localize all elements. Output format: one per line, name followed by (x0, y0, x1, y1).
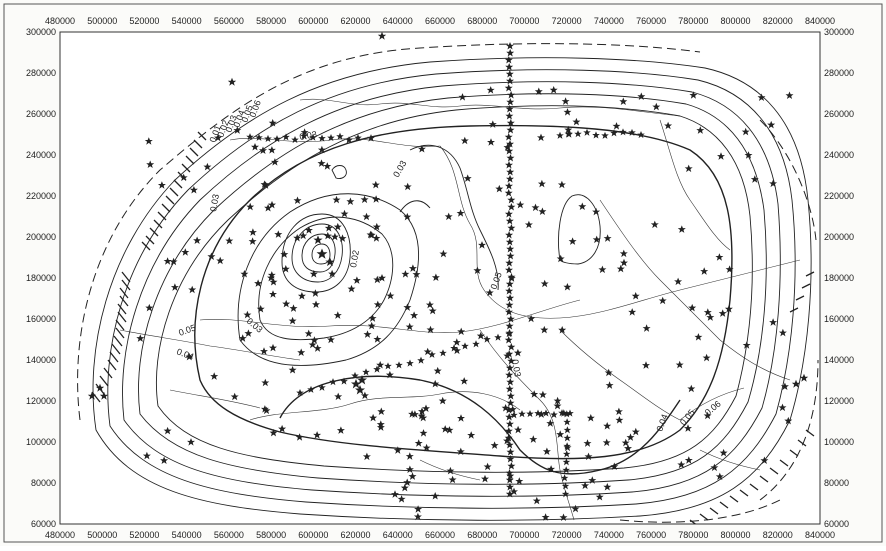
x-tick-bottom: 560000 (214, 530, 244, 540)
x-tick-top: 600000 (298, 16, 328, 26)
y-tick-right: 240000 (824, 150, 854, 160)
x-tick-bottom: 620000 (341, 530, 371, 540)
y-tick-right: 80000 (824, 478, 849, 488)
y-tick-left: 180000 (26, 273, 56, 283)
x-tick-top: 820000 (763, 16, 793, 26)
x-tick-top: 700000 (509, 16, 539, 26)
y-tick-left: 220000 (26, 191, 56, 201)
x-tick-bottom: 600000 (298, 530, 328, 540)
x-tick-bottom: 640000 (383, 530, 413, 540)
x-tick-top: 500000 (87, 16, 117, 26)
x-tick-top: 840000 (805, 16, 835, 26)
x-tick-bottom: 500000 (87, 530, 117, 540)
y-tick-left: 160000 (26, 314, 56, 324)
y-tick-right: 220000 (824, 191, 854, 201)
y-tick-right: 160000 (824, 314, 854, 324)
x-tick-bottom: 760000 (636, 530, 666, 540)
y-tick-right: 140000 (824, 355, 854, 365)
label-002-center: 0.02 (348, 249, 361, 268)
x-tick-top: 760000 (636, 16, 666, 26)
x-tick-top: 480000 (45, 16, 75, 26)
map-content: 0.01 0.02 0.03 0.04 0.05 0.06 0.03 0.03 … (77, 32, 819, 524)
x-tick-top: 580000 (256, 16, 286, 26)
x-tick-bottom: 840000 (805, 530, 835, 540)
x-tick-top: 520000 (129, 16, 159, 26)
x-tick-bottom: 800000 (721, 530, 751, 540)
x-tick-top: 540000 (172, 16, 202, 26)
x-axis-top: 480000 500000 520000 540000 560000 580000 6000… (45, 16, 835, 26)
y-tick-left: 140000 (26, 355, 56, 365)
outer-contours (92, 57, 812, 521)
label-003-north: 0.03 (299, 129, 318, 142)
y-tick-right: 120000 (824, 396, 854, 406)
x-tick-bottom: 480000 (45, 530, 75, 540)
y-tick-right: 100000 (824, 437, 854, 447)
x-tick-bottom: 820000 (763, 530, 793, 540)
y-tick-left: 300000 (26, 27, 56, 37)
inner-contours (237, 144, 601, 366)
x-tick-top: 560000 (214, 16, 244, 26)
x-tick-bottom: 540000 (172, 530, 202, 540)
label-003-south: 0.03 (510, 359, 523, 378)
x-tick-bottom: 740000 (594, 530, 624, 540)
hatch-southeast (689, 271, 815, 524)
x-axis-bottom: 480000 500000 520000 540000 560000 580000 6000… (45, 530, 835, 540)
outer-frame (3, 3, 883, 543)
y-tick-right: 280000 (824, 68, 854, 78)
x-tick-bottom: 580000 (256, 530, 286, 540)
x-tick-top: 680000 (467, 16, 497, 26)
y-tick-left: 120000 (26, 396, 56, 406)
y-axis-left: 300000 280000 260000 240000 220000 200000 1800… (26, 27, 56, 529)
region-boundaries (119, 98, 801, 521)
y-tick-right: 260000 (824, 109, 854, 119)
x-tick-bottom: 660000 (425, 530, 455, 540)
y-tick-left: 260000 (26, 109, 56, 119)
y-tick-left: 200000 (26, 232, 56, 242)
y-axis-right: 300000 280000 260000 240000 220000 200000 1800… (824, 27, 854, 529)
x-tick-top: 640000 (383, 16, 413, 26)
y-tick-right: 180000 (824, 273, 854, 283)
x-tick-bottom: 720000 (552, 530, 582, 540)
x-tick-top: 720000 (552, 16, 582, 26)
y-tick-left: 100000 (26, 437, 56, 447)
label-003-westmid: 0.03 (208, 193, 221, 212)
x-tick-bottom: 780000 (678, 530, 708, 540)
x-tick-bottom: 520000 (129, 530, 159, 540)
x-tick-bottom: 680000 (467, 530, 497, 540)
y-tick-right: 200000 (824, 232, 854, 242)
x-tick-top: 620000 (341, 16, 371, 26)
y-tick-left: 240000 (26, 150, 56, 160)
y-tick-right: 60000 (824, 519, 849, 529)
plot-area (59, 31, 821, 525)
y-tick-left: 280000 (26, 68, 56, 78)
x-tick-bottom: 700000 (509, 530, 539, 540)
x-tick-top: 800000 (721, 16, 751, 26)
x-tick-top: 660000 (425, 16, 455, 26)
x-tick-top: 780000 (678, 16, 708, 26)
y-tick-right: 300000 (824, 27, 854, 37)
y-tick-left: 60000 (31, 519, 56, 529)
x-tick-top: 740000 (594, 16, 624, 26)
y-tick-left: 80000 (31, 478, 56, 488)
